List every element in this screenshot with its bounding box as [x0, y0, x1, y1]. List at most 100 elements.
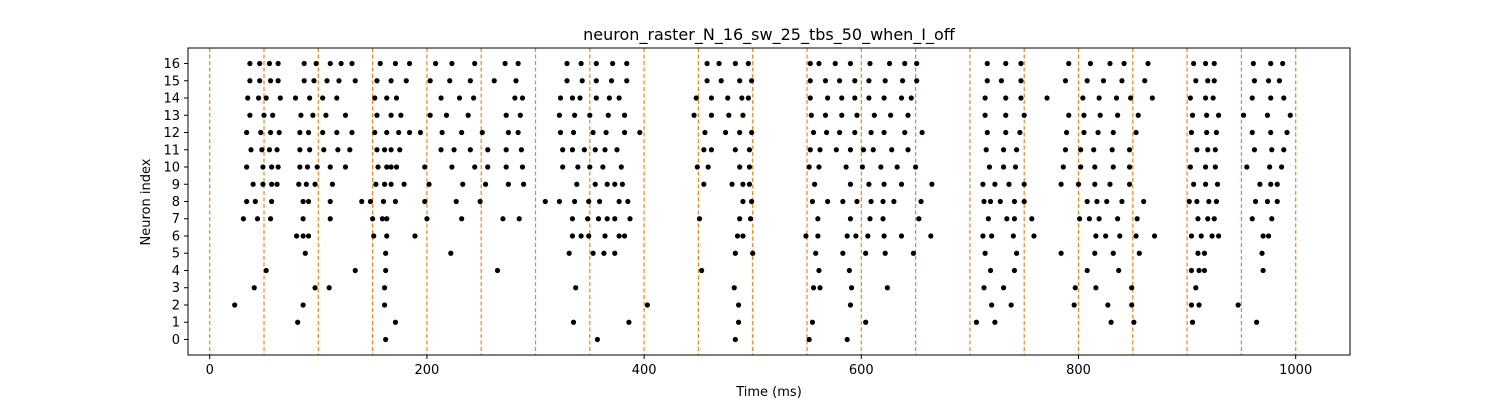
spike-point — [746, 181, 753, 187]
y-tick-label: 7 — [172, 212, 180, 227]
spike-point — [388, 164, 394, 170]
spike-point — [870, 147, 876, 153]
spike-point — [1018, 60, 1024, 67]
spike-point — [1265, 78, 1272, 84]
spike-point — [401, 181, 407, 187]
spike-point — [336, 78, 342, 84]
spike-point — [866, 181, 872, 187]
spike-point — [694, 164, 700, 170]
spike-point — [586, 233, 592, 239]
spike-point — [1260, 267, 1266, 274]
spike-point — [1265, 233, 1272, 239]
spike-point — [825, 198, 831, 205]
spike-point — [1104, 198, 1110, 205]
spike-point — [377, 60, 383, 67]
spike-point — [1189, 319, 1196, 325]
spike-point — [708, 95, 715, 101]
spike-point — [898, 181, 905, 187]
spike-point — [621, 112, 628, 118]
spike-point — [375, 164, 381, 170]
spike-point — [816, 267, 822, 274]
spike-point — [1109, 147, 1115, 153]
spike-point — [612, 216, 618, 222]
spike-point — [1287, 112, 1293, 118]
spike-point — [859, 164, 865, 170]
spike-point — [307, 147, 313, 153]
spike-point — [292, 95, 299, 101]
spike-point — [1211, 60, 1217, 67]
spike-point — [560, 147, 566, 153]
spike-point — [1017, 129, 1023, 136]
spike-point — [1113, 95, 1120, 101]
spike-point — [1003, 60, 1009, 67]
spike-point — [1066, 112, 1072, 118]
spike-point — [477, 198, 483, 205]
spike-point — [1205, 78, 1211, 84]
spike-point — [693, 95, 699, 101]
y-tick-label: 16 — [163, 57, 180, 72]
spike-point — [807, 95, 813, 101]
y-tick-label: 1 — [172, 316, 180, 331]
spike-point — [384, 129, 390, 136]
spike-point — [1110, 129, 1116, 136]
spike-point — [1204, 112, 1210, 118]
spike-point — [848, 285, 855, 291]
spike-point — [815, 216, 821, 222]
spike-point — [1214, 181, 1221, 187]
spike-point — [505, 181, 511, 187]
spike-point — [708, 147, 715, 153]
spike-point — [1188, 129, 1195, 136]
spike-point — [983, 147, 989, 153]
spike-point — [701, 147, 707, 153]
spike-point — [327, 198, 333, 205]
spike-point — [882, 250, 888, 256]
spike-point — [275, 164, 281, 170]
spike-point — [740, 198, 746, 205]
spike-point — [1249, 216, 1255, 222]
spike-point — [902, 129, 908, 136]
spike-point — [427, 112, 433, 118]
spike-point — [1209, 233, 1215, 239]
spike-point — [593, 95, 599, 101]
spike-point — [572, 198, 578, 205]
spike-point — [878, 164, 884, 170]
spike-point — [342, 164, 349, 170]
spike-point — [438, 147, 444, 153]
spike-point — [1211, 216, 1217, 222]
spike-point — [388, 181, 394, 187]
spike-point — [320, 129, 326, 136]
spike-point — [342, 112, 349, 118]
spike-point — [866, 95, 872, 101]
spike-point — [985, 216, 991, 222]
spike-point — [1254, 319, 1260, 325]
spike-point — [722, 129, 729, 136]
spike-point — [1003, 129, 1009, 136]
spike-point — [902, 60, 908, 67]
spike-point — [1029, 216, 1035, 222]
spike-point — [1193, 78, 1199, 84]
spike-point — [1108, 319, 1114, 325]
spike-point — [1062, 78, 1069, 84]
x-axis-ticks: 0 200 400 600 800 1000 — [206, 355, 1312, 378]
spike-point — [621, 129, 628, 136]
spike-point — [1250, 60, 1256, 67]
spike-point — [381, 181, 388, 187]
spike-point — [984, 60, 990, 67]
y-tick-label: 8 — [172, 195, 180, 210]
spike-point — [232, 302, 238, 308]
spike-point — [459, 129, 465, 136]
spike-point — [515, 129, 521, 136]
spike-point — [749, 78, 755, 84]
spike-point — [1257, 181, 1263, 187]
spike-point — [520, 181, 527, 187]
spike-point — [1081, 129, 1087, 136]
spike-point — [625, 198, 631, 205]
spike-point — [614, 147, 620, 153]
spike-point — [606, 95, 612, 101]
spike-point — [542, 198, 548, 205]
spike-point — [575, 164, 581, 170]
spike-point — [853, 233, 859, 239]
spike-point — [1095, 129, 1101, 136]
spike-point — [612, 181, 618, 187]
spike-point — [592, 147, 598, 153]
